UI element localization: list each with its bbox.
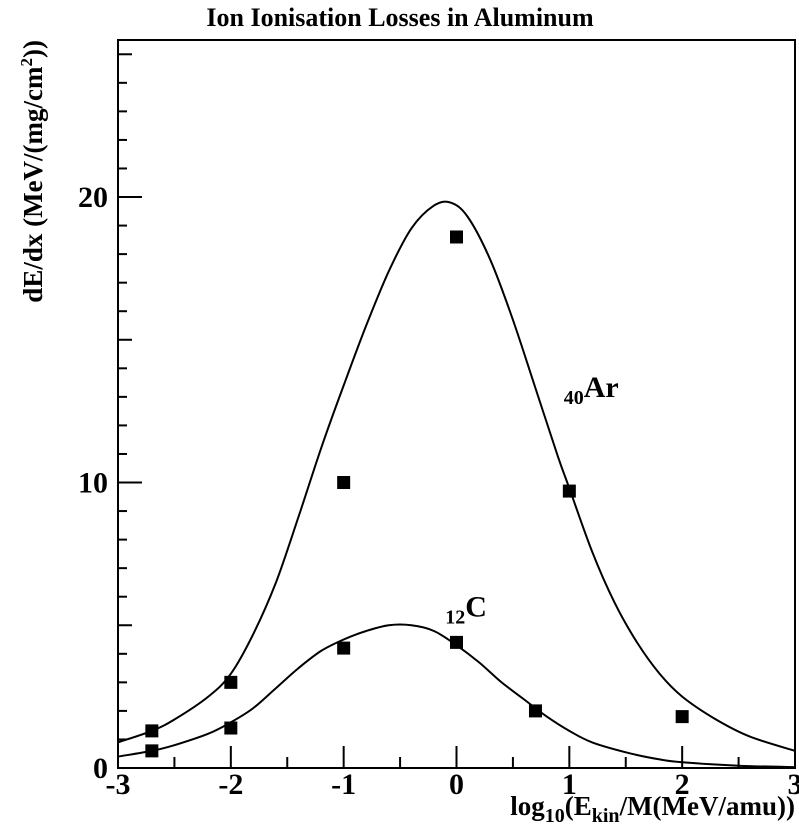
data-point-12C — [528, 704, 542, 718]
chart-title: Ion Ionisation Losses in Aluminum — [206, 3, 594, 32]
x-tick-label: 2 — [675, 768, 690, 801]
data-point-40Ar — [145, 724, 159, 738]
data-point-40Ar — [450, 230, 463, 244]
series-annotations: 40Ar 12C — [445, 371, 618, 629]
axis-tick-labels: -3 -2 -1 0 1 2 3 0 10 20 — [78, 181, 799, 801]
y-tick-label: 10 — [78, 467, 108, 500]
series-markers — [145, 230, 689, 758]
x-tick-label: 0 — [449, 768, 464, 801]
series-label-12C: 12C — [445, 591, 487, 629]
data-point-40Ar — [337, 476, 351, 490]
x-tick-label: -3 — [106, 768, 131, 801]
y-tick-label: 0 — [93, 752, 108, 785]
series-label-40Ar: 40Ar — [564, 371, 619, 409]
data-point-12C — [337, 641, 351, 655]
x-tick-label: -2 — [218, 768, 243, 801]
data-point-12C — [145, 744, 159, 758]
y-tick-label: 20 — [78, 181, 108, 214]
axis-ticks — [117, 53, 796, 769]
plot-frame — [117, 39, 796, 769]
x-tick-label: -1 — [331, 768, 356, 801]
x-tick-label: 1 — [562, 768, 577, 801]
x-axis-label: log10(Ekin/M(MeV/amu)) — [510, 791, 795, 827]
data-point-12C — [450, 635, 463, 649]
series-curves — [117, 200, 796, 769]
data-point-40Ar — [675, 710, 689, 724]
data-point-12C — [224, 721, 238, 735]
curve-12C — [117, 623, 796, 769]
data-point-40Ar — [562, 484, 576, 498]
data-point-40Ar — [224, 675, 238, 689]
x-tick-label: 3 — [788, 768, 799, 801]
curve-40Ar — [117, 200, 796, 752]
y-axis-label: dE/dx (MeV/(mg/cm2)) — [17, 40, 48, 303]
